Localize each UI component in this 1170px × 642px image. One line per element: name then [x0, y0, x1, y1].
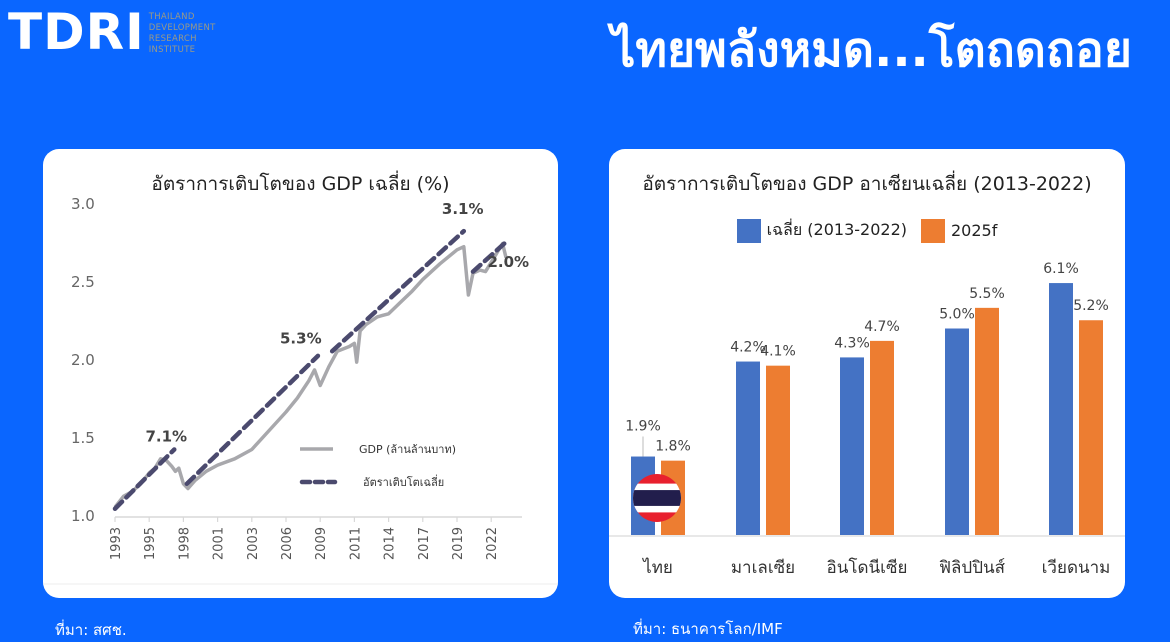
tdri-logo: TDRI THAILAND DEVELOPMENT RESEARCH INSTI… — [8, 6, 216, 58]
growth-rate-annotation: 7.1% — [145, 428, 187, 446]
logo-subtitle: THAILAND DEVELOPMENT RESEARCH INSTITUTE — [149, 12, 216, 56]
logo-text: TDRI — [8, 3, 145, 61]
line-chart: 3.0 2.5 2.0 1.5 1.0 1993 1995 1998 2001 2003 2006 2… — [43, 195, 558, 585]
logo-sub-line: INSTITUTE — [148, 45, 196, 55]
y-tick-label: 3.0 — [71, 195, 95, 213]
x-tick-label: 2001 — [212, 527, 227, 560]
bar-value-label: 4.1% — [760, 344, 796, 360]
x-tick-label: 2006 — [280, 527, 295, 560]
bar-value-label: 5.5% — [969, 286, 1005, 302]
asean-bar-chart-card: อัตราการเติบโตของ GDP อาเซียนเฉลี่ย (201… — [609, 149, 1125, 598]
growth-rate-annotation: 2.0% — [487, 253, 529, 271]
right-source-text: ที่มา: ธนาคารโลก/IMF — [633, 620, 783, 638]
bar-value-label: 5.2% — [1073, 298, 1109, 314]
logo-sub-line: DEVELOPMENT — [148, 23, 216, 33]
x-tick-label: 2003 — [246, 527, 261, 560]
legend-label: เฉลี่ย (2013-2022) — [766, 220, 907, 239]
category-label: เวียดนาม — [1042, 558, 1111, 578]
legend-label: 2025f — [950, 221, 998, 240]
bar-value-label: 4.3% — [834, 335, 870, 351]
bar-2025f — [1079, 320, 1103, 535]
page-title: ไทยพลังหมด...โตถดถอย — [611, 22, 1132, 78]
legend-item-average: เฉลี่ย (2013-2022) — [736, 218, 907, 243]
x-tick-label: 2011 — [348, 527, 363, 560]
left-source-text: ที่มา: สศช. — [55, 621, 127, 639]
legend-swatch-blue — [736, 218, 761, 243]
y-tick-label: 2.5 — [71, 273, 95, 291]
y-tick-label: 1.0 — [71, 507, 95, 525]
x-tick-label: 1995 — [143, 527, 158, 560]
legend-swatch-orange — [920, 218, 945, 243]
x-tick-label: 2009 — [314, 527, 329, 560]
category-label: ฟิลิปปินส์ — [939, 558, 1006, 578]
trend-line-segment — [184, 353, 321, 487]
bar-2025f — [870, 340, 894, 535]
bar-value-label: 4.2% — [730, 340, 766, 356]
legend-item-2025f: 2025f — [920, 218, 998, 243]
gdp-line-chart-card: อัตราการเติบโตของ GDP เฉลี่ย (%) 3.0 2.5 2… — [43, 149, 558, 598]
logo-sub-line: RESEARCH — [148, 34, 197, 44]
bar-chart: 1.9% 1.8% ไทย 4.2%4.1% มาเลเซีย 4.3%4.7% อินโด… — [609, 261, 1125, 578]
thailand-flag-icon — [633, 474, 681, 522]
bar-chart-title: อัตราการเติบโตของ GDP อาเซียนเฉลี่ย (201… — [642, 173, 1092, 195]
bar-2025f — [975, 307, 999, 535]
bar-value-label: 6.1% — [1043, 261, 1079, 277]
legend-gdp-label: GDP (ล้านล้านบาท) — [359, 443, 456, 456]
legend-trend-label: อัตราเติบโตเฉลี่ย — [363, 474, 444, 489]
category-label: มาเลเซีย — [731, 558, 795, 578]
gdp-line — [113, 241, 508, 509]
growth-rate-annotation: 3.1% — [442, 200, 484, 218]
trend-line-segment — [470, 239, 509, 274]
line-chart-title: อัตราการเติบโตของ GDP เฉลี่ย (%) — [151, 173, 450, 195]
x-tick-label: 1993 — [109, 527, 124, 560]
category-label: อินโดนีเซีย — [827, 557, 908, 578]
x-tick-label: 1998 — [177, 527, 192, 560]
category-label: ไทย — [641, 557, 673, 578]
y-tick-label: 2.0 — [71, 351, 95, 369]
y-tick-label: 1.5 — [71, 429, 95, 447]
bar-average — [736, 361, 760, 535]
bar-value-label: 1.8% — [655, 439, 691, 455]
logo-sub-line: THAILAND — [148, 12, 195, 22]
x-tick-label: 2014 — [383, 527, 398, 560]
x-tick-label: 2019 — [451, 527, 466, 560]
bar-average — [1049, 283, 1073, 535]
bar-value-label: 1.9% — [625, 419, 661, 435]
bar-value-label: 4.7% — [864, 319, 900, 335]
trend-line-segment — [112, 447, 177, 512]
growth-rate-annotation: 5.3% — [280, 329, 322, 347]
x-tick-label: 2022 — [485, 527, 500, 560]
bar-average — [945, 328, 969, 535]
bar-chart-legend: เฉลี่ย (2013-2022) 2025f — [609, 218, 1125, 243]
bar-2025f — [766, 365, 790, 535]
bar-value-label: 5.0% — [939, 307, 975, 323]
bar-average — [840, 357, 864, 535]
x-tick-label: 2017 — [417, 527, 432, 560]
trend-line-segment — [329, 228, 467, 354]
